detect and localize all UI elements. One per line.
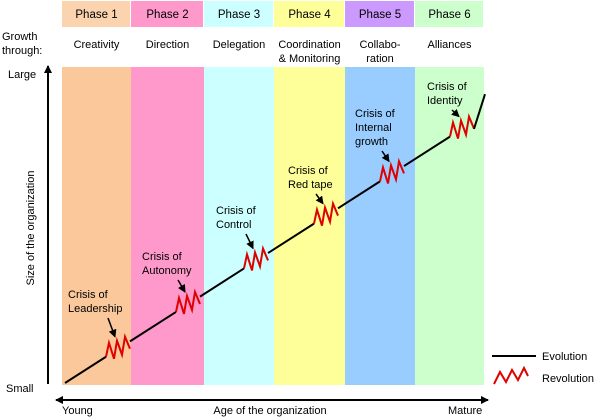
- crisis-arrow: [177, 279, 186, 293]
- crisis-label: Crisis of Red tape: [288, 165, 333, 191]
- growth-heading: Growth through:: [2, 31, 42, 57]
- crisis-line: Crisis of: [288, 165, 329, 177]
- phase-label: Phase 4: [288, 9, 331, 21]
- legend-revolution: Revolution: [542, 373, 594, 385]
- evolution-segment: [129, 311, 177, 343]
- phase-label: Phase 3: [218, 9, 260, 21]
- phase-column: [62, 67, 131, 385]
- phase-header-box: [274, 1, 344, 27]
- phase-header-box: [345, 1, 414, 27]
- crisis-line: Crisis of: [142, 251, 183, 263]
- phase-header-box: [415, 1, 483, 27]
- crisis-label: Crisis of Identity: [427, 81, 468, 107]
- crisis-label: Crisis of Control: [216, 205, 257, 231]
- phase-label: Phase 1: [75, 9, 117, 21]
- phase-header-box: [131, 1, 203, 27]
- phase-header-box: [204, 1, 273, 27]
- evolution-segment: [199, 267, 245, 298]
- crisis-line: growth: [355, 136, 388, 148]
- crisis-line: Crisis of: [355, 108, 396, 120]
- crisis-arrow: [315, 193, 324, 205]
- revolution-zigzag: [313, 200, 339, 226]
- crisis-line: Crisis of: [68, 289, 109, 301]
- y-axis-top: Large: [8, 69, 36, 81]
- growth-label: Alliances: [427, 39, 472, 51]
- revolution-zigzag: [175, 288, 201, 315]
- crisis-label: Crisis of Leadership: [68, 289, 122, 315]
- phase-column: [204, 67, 274, 385]
- growth-label: Collabo-ration: [360, 39, 401, 65]
- evolution-segment: [64, 355, 107, 384]
- crisis-line: Crisis of: [427, 81, 468, 93]
- y-axis-label: Size of the organization: [25, 171, 37, 286]
- growth-line: ration: [366, 53, 394, 65]
- crisis-label: Crisis of Internal growth: [355, 108, 396, 148]
- growth-line: Alliances: [427, 39, 472, 51]
- revolution-zigzag: [105, 333, 131, 360]
- phase-header-box: [62, 1, 130, 27]
- phase-column: [415, 67, 484, 385]
- phase-label: Phase 2: [146, 9, 188, 21]
- crisis-line: Autonomy: [142, 265, 192, 277]
- evolution-segment: [267, 222, 315, 254]
- growth-line: Collabo-: [360, 39, 401, 51]
- crisis-line: Red tape: [288, 179, 333, 191]
- revolution-zigzag: [449, 113, 475, 139]
- growth-label: Delegation: [213, 39, 266, 51]
- crisis-line: Crisis of: [216, 205, 257, 217]
- growth-line: Coordination: [278, 39, 340, 51]
- legend-revolution-line: [493, 365, 529, 385]
- revolution-zigzag: [379, 157, 405, 184]
- crisis-arrow: [245, 233, 254, 250]
- evolution-segment: [403, 135, 451, 167]
- crisis-line: Control: [216, 219, 251, 231]
- crisis-label: Crisis of Autonomy: [142, 251, 192, 277]
- growth-label: Coordination & Monitoring: [278, 39, 340, 65]
- growth-label: Creativity: [74, 39, 120, 51]
- crisis-arrow: [381, 150, 390, 163]
- crisis-line: Identity: [427, 95, 463, 107]
- phase-label: Phase 6: [428, 9, 470, 21]
- phase-column: [131, 67, 204, 385]
- growth-line: Direction: [146, 39, 189, 51]
- legend-evolution: Evolution: [542, 351, 587, 363]
- crisis-line: Leadership: [68, 303, 122, 315]
- x-axis-label: Age of the organization: [213, 405, 326, 417]
- growth-line: Delegation: [213, 39, 266, 51]
- growth-label: Direction: [146, 39, 189, 51]
- evolution-segment: [473, 93, 486, 130]
- revolution-zigzag: [243, 244, 269, 271]
- evolution-segment: [337, 180, 381, 210]
- y-axis-bottom: Small: [6, 383, 34, 395]
- growth-line: Creativity: [74, 39, 120, 51]
- crisis-line: Internal: [355, 122, 392, 134]
- phase-label: Phase 5: [359, 9, 401, 21]
- crisis-arrow: [107, 317, 117, 338]
- x-axis-left: Young: [62, 405, 93, 417]
- growth-line: & Monitoring: [279, 53, 341, 65]
- phase-column: [345, 67, 415, 385]
- crisis-arrow: [451, 108, 460, 118]
- x-axis-right: Mature: [448, 405, 482, 417]
